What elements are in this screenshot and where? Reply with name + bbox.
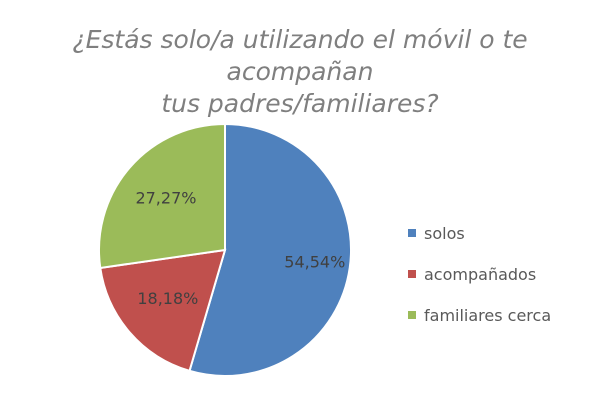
legend-item-acompanados: acompañados: [408, 263, 551, 285]
legend-item-familiares-cerca: familiares cerca: [408, 304, 551, 326]
legend-label-acompanados: acompañados: [424, 264, 537, 284]
chart-title-line-1: ¿Estás solo/a utilizando el móvil o te a…: [72, 25, 528, 86]
pie-slice-solos: [188, 122, 352, 377]
legend-swatch-acompanados: [408, 270, 416, 278]
legend-swatch-solos: [408, 229, 416, 237]
chart-title: ¿Estás solo/a utilizando el móvil o te a…: [20, 24, 580, 120]
chart-legend: solos acompañados familiares cerca: [408, 222, 551, 345]
legend-label-solos: solos: [424, 223, 465, 243]
pie-slice-acompanados: [99, 248, 227, 373]
data-label-solos: 54,54%: [284, 252, 345, 271]
legend-swatch-familiares-cerca: [408, 311, 416, 319]
chart-title-line-2: tus padres/familiares?: [161, 89, 439, 118]
legend-item-solos: solos: [408, 222, 551, 244]
legend-label-familiares-cerca: familiares cerca: [424, 305, 552, 325]
data-label-acompanados: 18,18%: [137, 289, 198, 308]
pie-slice-familiares-cerca: [98, 122, 226, 270]
data-label-familiares-cerca: 27,27%: [135, 188, 196, 207]
